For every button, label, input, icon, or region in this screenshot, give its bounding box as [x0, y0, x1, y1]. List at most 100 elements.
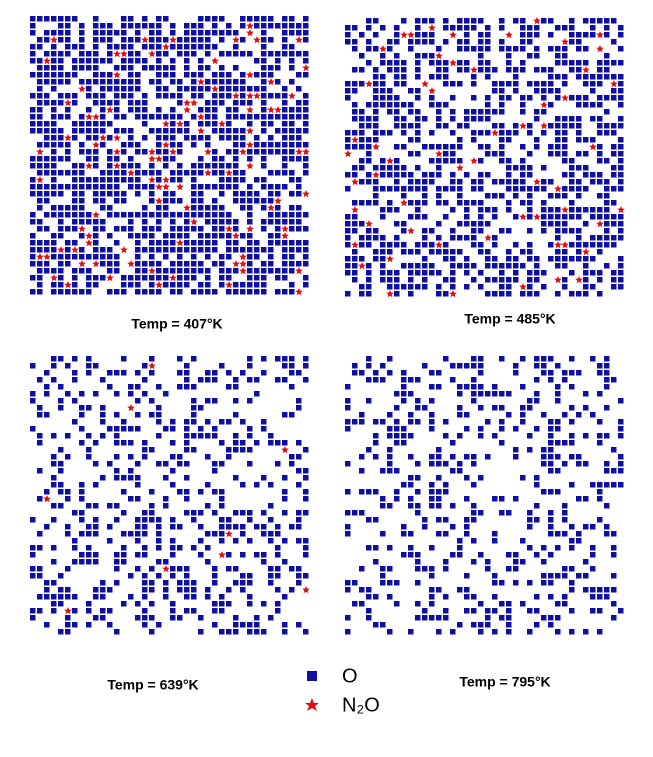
oxygen-atom: [401, 116, 407, 122]
oxygen-atom: [121, 226, 127, 232]
oxygen-atom: [527, 81, 533, 87]
oxygen-atom: [93, 23, 99, 29]
oxygen-atom: [100, 247, 106, 253]
oxygen-atom: [100, 587, 106, 593]
oxygen-atom: [184, 461, 190, 467]
oxygen-atom: [534, 503, 540, 509]
oxygen-atom: [128, 454, 134, 460]
oxygen-atom: [44, 370, 50, 376]
oxygen-atom: [205, 163, 211, 169]
oxygen-atom: [401, 433, 407, 439]
oxygen-atom: [79, 23, 85, 29]
oxygen-atom: [205, 65, 211, 71]
oxygen-atom: [394, 426, 400, 432]
oxygen-atom: [184, 489, 190, 495]
oxygen-atom: [37, 184, 43, 190]
oxygen-atom: [72, 198, 78, 204]
oxygen-atom: [247, 16, 253, 22]
oxygen-atom: [464, 256, 470, 262]
oxygen-atom: [282, 37, 288, 43]
oxygen-atom: [534, 116, 540, 122]
oxygen-atom: [282, 30, 288, 36]
oxygen-atom: [506, 46, 512, 52]
oxygen-atom: [93, 177, 99, 183]
oxygen-atom: [562, 25, 568, 31]
oxygen-atom: [597, 67, 603, 73]
oxygen-atom: [282, 377, 288, 383]
oxygen-atom: [93, 254, 99, 260]
oxygen-atom: [191, 30, 197, 36]
oxygen-atom: [128, 135, 134, 141]
oxygen-atom: [219, 135, 225, 141]
oxygen-atom: [261, 198, 267, 204]
oxygen-atom: [65, 566, 71, 572]
oxygen-atom: [485, 249, 491, 255]
n2o-molecule: [435, 241, 443, 249]
oxygen-atom: [527, 200, 533, 206]
oxygen-atom: [380, 496, 386, 502]
oxygen-atom: [121, 419, 127, 425]
oxygen-atom: [604, 587, 610, 593]
oxygen-atom: [289, 142, 295, 148]
oxygen-atom: [345, 32, 351, 38]
oxygen-atom: [142, 135, 148, 141]
oxygen-atom: [604, 370, 610, 376]
oxygen-atom: [226, 517, 232, 523]
oxygen-atom: [107, 503, 113, 509]
oxygen-atom: [485, 46, 491, 52]
n2o-molecule: [225, 530, 233, 538]
oxygen-atom: [485, 622, 491, 628]
oxygen-atom: [247, 261, 253, 267]
oxygen-atom: [527, 608, 533, 614]
oxygen-atom: [177, 370, 183, 376]
oxygen-atom: [443, 74, 449, 80]
oxygen-atom: [513, 186, 519, 192]
oxygen-atom: [471, 137, 477, 143]
n2o-molecule: [57, 246, 65, 254]
oxygen-atom: [569, 200, 575, 206]
oxygen-atom: [562, 221, 568, 227]
oxygen-atom: [366, 158, 372, 164]
oxygen-atom: [247, 240, 253, 246]
oxygen-atom: [380, 277, 386, 283]
oxygen-atom: [135, 254, 141, 260]
oxygen-atom: [226, 107, 232, 113]
oxygen-atom: [604, 123, 610, 129]
oxygen-atom: [380, 566, 386, 572]
oxygen-atom: [464, 200, 470, 206]
oxygen-atom: [422, 270, 428, 276]
oxygen-atom: [135, 233, 141, 239]
oxygen-atom: [303, 58, 309, 64]
oxygen-atom: [233, 44, 239, 50]
oxygen-atom: [58, 114, 64, 120]
oxygen-atom: [394, 144, 400, 150]
oxygen-atom: [471, 81, 477, 87]
oxygen-atom: [289, 205, 295, 211]
oxygen-atom: [275, 566, 281, 572]
oxygen-atom: [128, 44, 134, 50]
oxygen-atom: [198, 198, 204, 204]
oxygen-atom: [79, 121, 85, 127]
n2o-molecule: [295, 288, 303, 296]
oxygen-atom: [394, 284, 400, 290]
oxygen-atom: [534, 270, 540, 276]
oxygen-atom: [373, 102, 379, 108]
oxygen-atom: [135, 149, 141, 155]
oxygen-atom: [114, 30, 120, 36]
oxygen-atom: [107, 37, 113, 43]
oxygen-atom: [576, 412, 582, 418]
oxygen-atom: [65, 587, 71, 593]
oxygen-atom: [121, 545, 127, 551]
oxygen-atom: [590, 81, 596, 87]
oxygen-atom: [177, 177, 183, 183]
oxygen-atom: [184, 86, 190, 92]
oxygen-atom: [37, 496, 43, 502]
oxygen-atom: [51, 51, 57, 57]
oxygen-atom: [359, 32, 365, 38]
oxygen-atom: [443, 242, 449, 248]
oxygen-atom: [506, 277, 512, 283]
oxygen-atom: [233, 114, 239, 120]
oxygen-atom: [261, 261, 267, 267]
oxygen-atom: [177, 289, 183, 295]
oxygen-atom: [86, 268, 92, 274]
